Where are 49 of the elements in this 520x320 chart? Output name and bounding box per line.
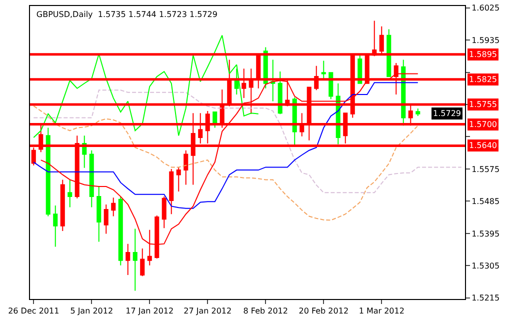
candlestick [68, 179, 72, 208]
x-tick-label: 27 Jan 2012 [184, 306, 232, 316]
candlestick [278, 71, 282, 115]
ref-line-label: 1.5700 [469, 120, 497, 129]
x-tick-label: 5 Jan 2012 [70, 306, 114, 316]
ref-line-label: 1.5895 [469, 50, 497, 59]
candlestick [118, 196, 123, 266]
candlestick [126, 243, 130, 276]
candlestick [234, 68, 239, 95]
candlestick [104, 204, 108, 234]
candlestick [169, 168, 174, 215]
candlestick [386, 28, 392, 78]
x-tick-label: 26 Dec 2011 [8, 306, 60, 316]
candlestick [46, 127, 50, 217]
candlestick [162, 196, 166, 229]
y-tick-label: 1.5575 [472, 164, 500, 174]
candlestick [89, 150, 94, 208]
line-series [33, 34, 259, 138]
candlestick [184, 150, 188, 186]
line-series [33, 90, 462, 194]
y-tick-label: 1.5395 [472, 229, 500, 238]
y-tick-label: 1.5485 [472, 197, 500, 206]
candlestick [416, 108, 420, 116]
y-tick-label: 1.5305 [472, 261, 500, 270]
text: GBPUSD,Daily 1.5735 1.5744 1.5723 1.5729 [36, 10, 218, 19]
candlestick [358, 54, 362, 84]
x-tick-label: 20 Feb 2012 [298, 306, 349, 316]
y-tick-label: 1.6025 [472, 4, 500, 13]
candlestick [53, 205, 58, 248]
ref-line-label: 1.5825 [469, 75, 497, 84]
annotation: 1.5729 [433, 109, 461, 118]
candlestick [176, 166, 181, 192]
x-tick-label: 17 Jan 2012 [126, 306, 174, 316]
line-series [33, 105, 418, 221]
y-tick-label: 1.5935 [472, 36, 500, 45]
candlestick [111, 197, 116, 217]
x-tick-label: 8 Feb 2012 [243, 306, 288, 316]
line-series [33, 82, 418, 209]
ref-line-label: 1.5755 [469, 100, 497, 109]
candlestick [96, 186, 102, 242]
x-tick-label: 1 Mar 2012 [358, 306, 404, 316]
ref-line-label: 1.5640 [469, 141, 497, 150]
y-tick-label: 1.5215 [472, 294, 500, 303]
candlestick [60, 179, 65, 232]
candlestick [140, 248, 145, 277]
candlestick [132, 228, 138, 292]
candlestick [328, 72, 334, 100]
candlestick [321, 60, 326, 80]
candlestick [270, 59, 276, 102]
